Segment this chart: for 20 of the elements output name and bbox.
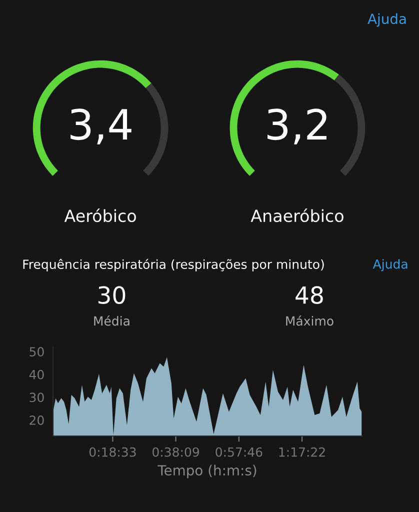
text: 48 <box>296 286 323 304</box>
y-tick-label: 30 <box>30 392 44 402</box>
x-tick-label: 0:18:33 <box>89 447 136 457</box>
text: Ajuda <box>368 13 406 27</box>
text: Máximo <box>286 316 334 326</box>
y-tick-label: 20 <box>30 415 44 425</box>
y-tick-label: 40 <box>29 370 44 380</box>
x-tick-label: 0:57:46 <box>216 447 262 457</box>
text: Aeróbico <box>64 208 136 222</box>
text: 3,2 <box>268 108 326 144</box>
text: 3,4 <box>70 108 132 144</box>
x-tick-label: 0:38:09 <box>152 447 200 457</box>
text: 30 <box>98 286 126 304</box>
x-axis-title: Tempo (h:m:s) <box>158 464 256 478</box>
x-tick-label: 1:17:22 <box>279 447 325 457</box>
y-tick-label: 50 <box>30 347 44 356</box>
text: Anaeróbico <box>250 208 344 222</box>
text: Ajuda <box>372 259 408 272</box>
text: Média <box>94 316 130 326</box>
chart-title: Frequência respiratória (respirações por minuto) <box>23 258 324 272</box>
